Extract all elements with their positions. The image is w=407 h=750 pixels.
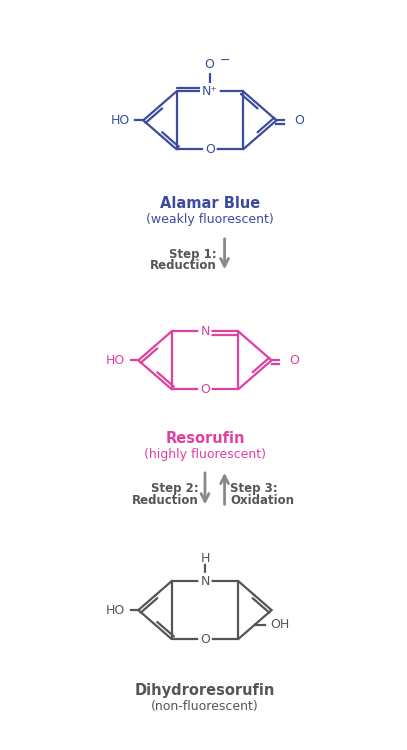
Text: Step 3:: Step 3: xyxy=(230,482,278,495)
Text: O: O xyxy=(200,382,210,396)
Text: Reduction: Reduction xyxy=(132,494,199,507)
Text: HO: HO xyxy=(106,604,125,616)
Text: Step 1:: Step 1: xyxy=(169,248,217,260)
Text: N: N xyxy=(200,325,210,338)
Text: O: O xyxy=(200,632,210,646)
Text: Dihydroresorufin: Dihydroresorufin xyxy=(135,683,275,698)
Text: Alamar Blue: Alamar Blue xyxy=(160,196,260,211)
Text: O: O xyxy=(204,58,214,71)
Text: H: H xyxy=(200,552,210,565)
Text: O: O xyxy=(289,354,299,367)
Text: OH: OH xyxy=(270,618,289,631)
Text: Resorufin: Resorufin xyxy=(165,431,245,446)
Text: Oxidation: Oxidation xyxy=(230,494,294,507)
Text: O: O xyxy=(205,142,215,156)
Text: O: O xyxy=(294,114,304,127)
Text: HO: HO xyxy=(111,114,130,127)
Text: (non-fluorescent): (non-fluorescent) xyxy=(151,700,259,712)
Text: N: N xyxy=(200,574,210,587)
Text: N⁺: N⁺ xyxy=(202,85,218,98)
Text: −: − xyxy=(220,54,230,68)
Text: (weakly fluorescent): (weakly fluorescent) xyxy=(146,213,274,226)
Text: Step 2:: Step 2: xyxy=(151,482,199,495)
Text: HO: HO xyxy=(106,354,125,367)
Text: Reduction: Reduction xyxy=(150,260,217,272)
Text: (highly fluorescent): (highly fluorescent) xyxy=(144,448,266,460)
